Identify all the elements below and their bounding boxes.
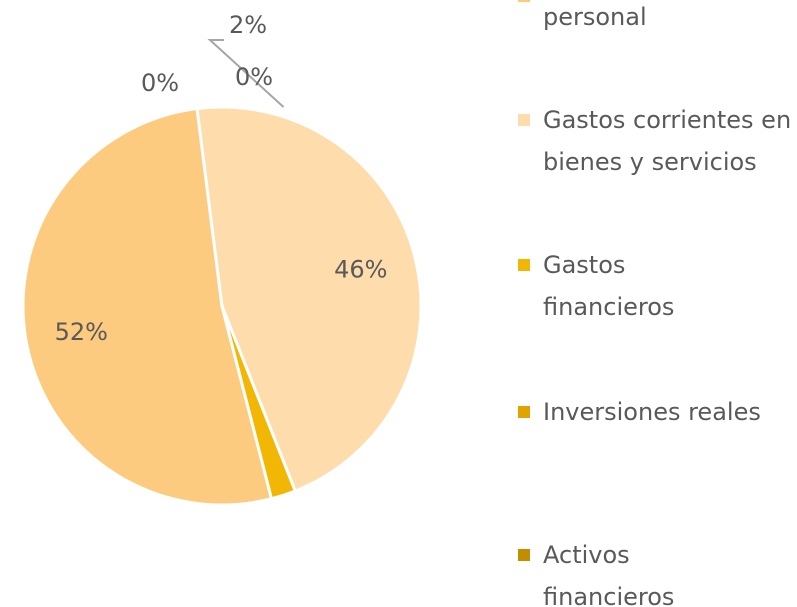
legend-label: Gastos financieros [543, 251, 675, 321]
legend-label: Activos financieros [543, 541, 675, 607]
legend-marker [518, 406, 530, 418]
legend-marker [518, 549, 530, 561]
legend-marker [518, 0, 530, 2]
data-label: 52% [55, 318, 108, 346]
legend-marker [518, 259, 530, 271]
data-label: 0% [141, 69, 179, 97]
legend-marker [518, 114, 530, 126]
data-label: 2% [229, 11, 267, 39]
data-label: 0% [235, 63, 273, 91]
legend-label: personal [543, 3, 647, 31]
leader-line [207, 39, 285, 108]
data-label: 46% [334, 255, 387, 283]
pie-slice [220, 305, 298, 501]
legend-label: Gastos corrientes en bienes y servicios [543, 106, 792, 176]
pie-slice [195, 105, 423, 493]
legend-label: Inversiones reales [543, 398, 761, 426]
